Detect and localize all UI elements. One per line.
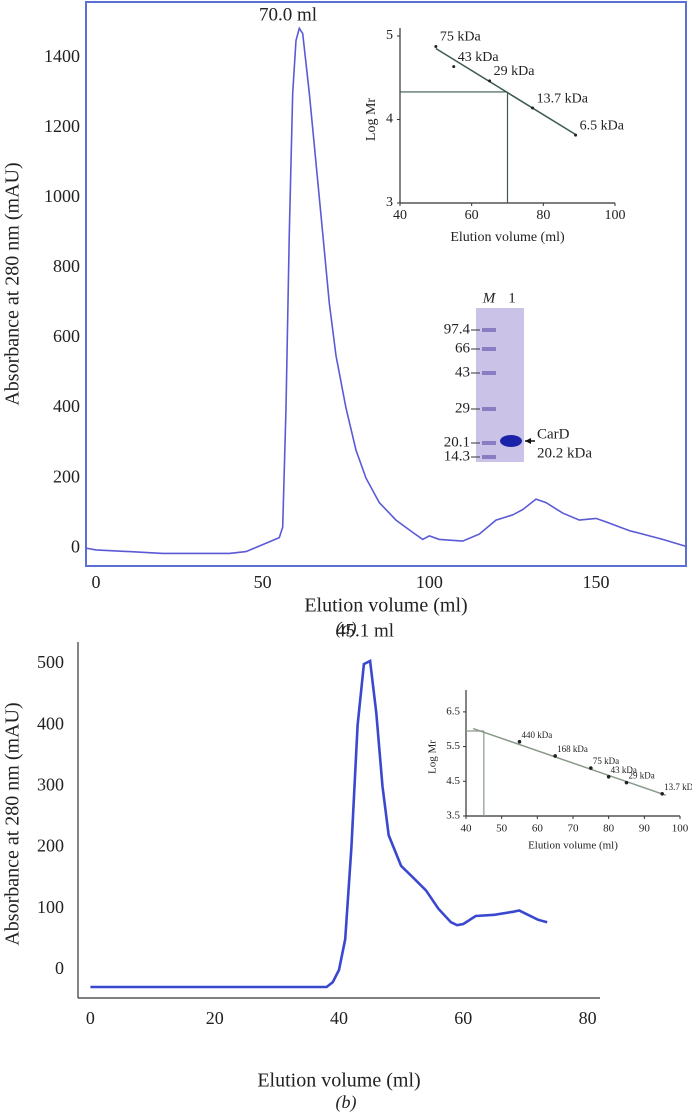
x-tick-label: 40: [330, 1008, 348, 1028]
marker-label: 66: [455, 340, 471, 356]
fit-line: [472, 727, 666, 796]
marker-label: 29: [455, 400, 470, 416]
calibration-point: [553, 754, 557, 758]
marker-band: [482, 328, 496, 332]
x-axis-label: Elution volume (ml): [304, 595, 467, 617]
y-tick-label: 4.5: [446, 775, 460, 787]
y-tick-label: 200: [37, 836, 64, 856]
point-label: 168 kDa: [557, 744, 588, 754]
peak-annotation: 45.1 ml: [336, 620, 394, 641]
y-axis-label: Absorbance at 280 nm (mAU): [2, 702, 24, 945]
x-tick-label: 50: [496, 823, 508, 835]
x-tick-label: 20: [206, 1008, 224, 1028]
band-mass: 20.2 kDa: [537, 445, 592, 461]
x-tick-label: 60: [454, 1008, 472, 1028]
x-tick-label: 100: [416, 572, 443, 592]
peak-annotation: 70.0 ml: [259, 4, 317, 25]
calibration-point: [434, 44, 438, 48]
y-tick-label: 600: [53, 326, 80, 346]
point-label: 43 kDa: [458, 50, 500, 65]
point-label: 6.5 kDa: [580, 118, 625, 133]
x-tick-label: 150: [583, 572, 610, 592]
x-tick-label: 80: [536, 208, 550, 223]
marker-band: [482, 347, 496, 351]
y-tick-label: 0: [55, 958, 64, 978]
plot-frame: [85, 1, 687, 567]
calibration-point: [531, 106, 535, 110]
y-tick-label: 3.5: [446, 810, 460, 822]
point-label: 13.7 kDa: [537, 91, 589, 106]
x-axis-label: Elution volume (ml): [528, 840, 618, 852]
calibration-point: [589, 766, 593, 770]
y-tick-label: 5: [386, 28, 393, 43]
marker-label: 43: [455, 364, 470, 380]
calibration-point: [624, 780, 629, 785]
y-tick-label: 3: [386, 195, 393, 210]
lane-label: 1: [508, 290, 516, 306]
y-tick-label: 0: [71, 536, 80, 556]
x-tick-label: 40: [461, 823, 473, 835]
x-tick-label: 60: [465, 208, 479, 223]
marker-band: [482, 441, 496, 445]
x-tick-label: 100: [672, 823, 689, 835]
x-axis-label: Elution volume (ml): [450, 230, 565, 245]
caption: (b): [336, 1092, 357, 1113]
y-tick-label: 5.5: [446, 740, 460, 752]
marker-label: 97.4: [444, 321, 471, 337]
x-tick-label: 80: [603, 823, 615, 835]
y-axis-label: Log Mr: [427, 740, 439, 774]
target-band: [500, 435, 522, 447]
calibration-point: [660, 791, 664, 796]
point-label: 75 kDa: [440, 30, 482, 45]
x-tick-label: 60: [532, 823, 544, 835]
marker-band: [482, 371, 496, 375]
y-tick-label: 500: [37, 652, 64, 672]
chromatogram-line: [85, 26, 687, 555]
x-tick-label: 50: [254, 572, 272, 592]
point-label: 440 kDa: [522, 730, 553, 740]
y-tick-label: 300: [37, 775, 64, 795]
x-tick-label: 70: [568, 823, 580, 835]
lane-label: M: [482, 290, 497, 306]
x-tick-label: 90: [639, 823, 651, 835]
caption: (a): [336, 618, 357, 639]
y-tick-label: 100: [37, 897, 64, 917]
y-axis-label: Absorbance at 280 nm (mAU): [2, 162, 24, 405]
calibration-point: [606, 774, 611, 779]
x-tick-label: 0: [86, 1008, 95, 1028]
marker-band: [482, 455, 496, 459]
marker-band: [482, 407, 496, 411]
x-tick-label: 0: [92, 572, 101, 592]
point-label: 75 kDa: [593, 756, 619, 766]
y-tick-label: 4: [386, 112, 393, 127]
y-axis-label: Log Mr: [364, 98, 379, 142]
calibration-point: [452, 65, 456, 69]
marker-label: 14.3: [444, 448, 470, 464]
calibration-point: [488, 79, 492, 83]
x-axis-label: Elution volume (ml): [257, 1070, 420, 1092]
y-tick-label: 1400: [44, 46, 80, 66]
y-tick-label: 400: [53, 396, 80, 416]
point-label: 13.7 kDa: [664, 782, 692, 792]
y-tick-label: 400: [37, 713, 64, 733]
arrow-head: [525, 438, 531, 444]
y-tick-label: 6.5: [446, 705, 460, 717]
calibration-point: [517, 739, 522, 744]
marker-label: 20.1: [444, 434, 470, 450]
point-label: 29 kDa: [494, 64, 536, 79]
point-label: 43 kDa: [611, 765, 637, 775]
chromatogram-line: [90, 659, 548, 989]
y-tick-label: 200: [53, 466, 80, 486]
band-label: CarD: [537, 426, 570, 442]
y-tick-label: 1000: [44, 186, 80, 206]
x-tick-label: 100: [605, 208, 626, 223]
x-tick-label: 80: [579, 1008, 597, 1028]
x-tick-label: 40: [393, 208, 407, 223]
y-tick-label: 1200: [44, 116, 80, 136]
point-label: 29 kDa: [629, 771, 655, 781]
calibration-point: [574, 133, 578, 137]
y-tick-label: 800: [53, 256, 80, 276]
